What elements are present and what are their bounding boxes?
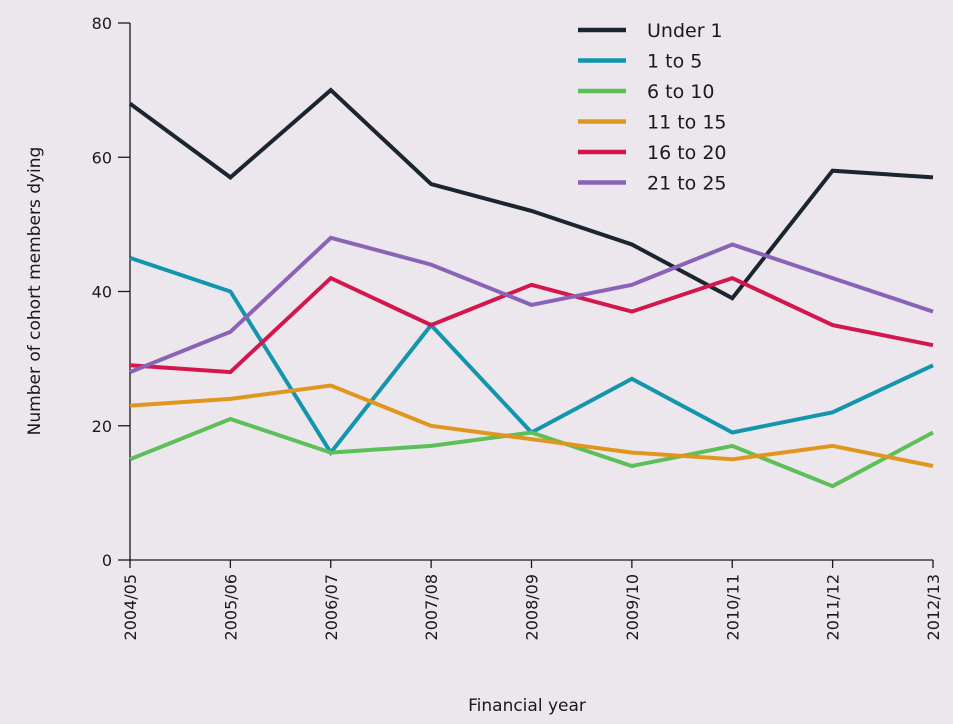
legend-label-21-to-25: 21 to 25 [647,173,727,195]
y-tick-label: 0 [102,551,112,570]
axes: 0 20 40 60 80 2004/05 2005/06 2006/07 2007/08 200… [92,14,943,640]
x-tick-label: 2007/08 [422,574,441,640]
series-line-6-to-10 [129,416,934,489]
x-tick-label: 2006/07 [322,574,341,640]
series-line-11-to-15 [129,383,934,468]
y-tick-label: 40 [92,283,112,302]
y-tick-label: 20 [92,417,112,436]
series-line-21-to-25 [129,235,934,374]
x-tick-label: 2008/09 [523,574,542,640]
x-tick-label: 2005/06 [221,574,240,640]
x-tick-label: 2009/10 [623,574,642,640]
x-tick-label: 2004/05 [121,574,140,640]
y-tick-label: 80 [92,14,112,33]
y-tick-label: 60 [92,148,112,167]
x-tick-label: 2012/13 [924,574,943,640]
legend-label-6-to-10: 6 to 10 [647,81,714,103]
legend-label-11-to-15: 11 to 15 [647,112,727,134]
series-line-16-to-20 [129,275,934,375]
legend: Under 1 1 to 5 6 to 10 11 to 15 16 to 20 21 t… [578,20,727,195]
legend-label-16-to-20: 16 to 20 [647,142,727,164]
series-line-under-1 [128,87,934,301]
series-layer [128,87,934,489]
legend-label-1-to-5: 1 to 5 [647,51,702,73]
x-tick-label: 2010/11 [723,574,742,640]
x-tick-label: 2011/12 [824,574,843,640]
legend-label-under-1: Under 1 [647,20,723,42]
y-axis-title: Number of cohort members dying [25,147,45,436]
x-axis-title: Financial year [468,696,586,716]
